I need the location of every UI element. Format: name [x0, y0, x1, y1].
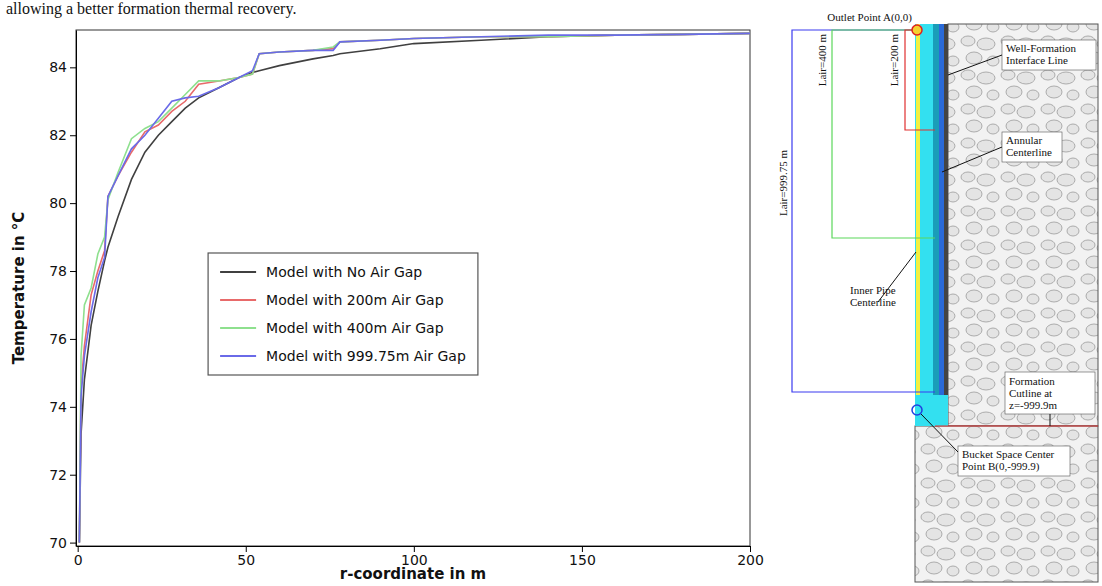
- x-axis-line: [77, 546, 751, 547]
- label-box: [1002, 132, 1062, 162]
- formation-bottom: [915, 426, 1098, 582]
- legend-label: Model with 200m Air Gap: [266, 292, 444, 308]
- y-tick: 72: [49, 467, 76, 483]
- label-box: [958, 446, 1070, 476]
- series-line: [79, 33, 750, 542]
- y-tick-mark: [70, 135, 76, 136]
- leader: [1050, 414, 1051, 426]
- leader: [921, 414, 958, 452]
- diagram-label: Lair=200 m: [888, 34, 900, 87]
- point-b: [912, 405, 922, 415]
- legend-swatch: [220, 355, 256, 357]
- y-tick: 76: [49, 331, 76, 347]
- y-tick-label: 84: [49, 59, 67, 75]
- series-line: [79, 33, 750, 542]
- y-tick: 80: [49, 195, 76, 211]
- y-tick-label: 70: [49, 535, 67, 551]
- plot-frame: [76, 30, 750, 546]
- air-gap-200: [905, 30, 935, 130]
- y-tick-mark: [70, 203, 76, 204]
- y-axis: 70 72 74 76 78 80 82 84: [49, 31, 76, 551]
- label-box: [1002, 40, 1096, 70]
- inner-pipe: [915, 24, 933, 426]
- lines: [79, 33, 750, 542]
- cutline: [935, 425, 1098, 426]
- y-tick-mark: [70, 67, 76, 68]
- x-tick: 150: [569, 546, 596, 568]
- y-tick-mark: [70, 271, 76, 272]
- series-line: [79, 33, 750, 542]
- x-tick-label: 150: [569, 552, 596, 568]
- legend-box: [208, 253, 478, 375]
- legend-swatch: [220, 327, 256, 329]
- air-gap-400: [832, 30, 935, 238]
- y-tick-mark: [70, 543, 76, 544]
- y-axis-title: Temperature in °C: [10, 212, 28, 365]
- x-tick: 0: [74, 546, 83, 568]
- y-tick: 78: [49, 263, 76, 279]
- y-tick-mark: [70, 407, 76, 408]
- air-gap-999: [792, 30, 935, 392]
- legend-swatch: [220, 299, 256, 301]
- label-box: [1005, 372, 1095, 414]
- diagram-label: Lair=999.75 m: [777, 150, 789, 217]
- y-tick: 82: [49, 127, 76, 143]
- y-tick-label: 76: [49, 331, 67, 347]
- y-tick-label: 74: [49, 399, 67, 415]
- x-tick-label: 200: [737, 552, 764, 568]
- series-line: [79, 33, 750, 542]
- legend-swatch: [220, 271, 256, 273]
- casing: [944, 24, 948, 426]
- y-tick-label: 78: [49, 263, 67, 279]
- diagram-label: FormationCutline atz=-999.9m: [1009, 375, 1057, 411]
- y-tick-label: 82: [49, 127, 67, 143]
- y-tick: 70: [49, 535, 76, 551]
- header-text: allowing a better formation thermal reco…: [6, 0, 296, 18]
- page: allowing a better formation thermal reco…: [0, 0, 1102, 586]
- diagram-label: Outlet Point A(0,0): [827, 11, 912, 24]
- x-tick-label: 0: [74, 552, 83, 568]
- y-tick: 74: [49, 399, 76, 415]
- diagram: Outlet Point A(0,0) Lair=200 m Lair=400 m L…: [777, 11, 1098, 582]
- y-tick-label: 72: [49, 467, 67, 483]
- leader: [878, 252, 916, 302]
- diagram-label: Lair=400 m: [816, 34, 828, 87]
- formation: [948, 24, 1098, 426]
- leader: [948, 55, 1002, 75]
- legend: Model with No Air Gap Model with 200m Air…: [208, 253, 478, 375]
- diagram-label: Bucket Space CenterPoint B(0,-999.9): [962, 448, 1055, 473]
- bucket-space: [915, 395, 948, 426]
- x-tick: 200: [737, 546, 764, 568]
- legend-label: Model with 400m Air Gap: [266, 320, 444, 336]
- pipe-wall: [933, 24, 939, 426]
- legend-label: Model with No Air Gap: [266, 264, 422, 280]
- y-tick-mark: [70, 475, 76, 476]
- y-tick-label: 80: [49, 195, 67, 211]
- legend-label: Model with 999.75m Air Gap: [266, 348, 466, 364]
- annulus: [939, 24, 944, 426]
- y-axis-line: [76, 31, 77, 547]
- x-tick: 50: [237, 546, 255, 568]
- leader: [942, 147, 1002, 172]
- y-tick-mark: [70, 339, 76, 340]
- x-tick-label: 50: [237, 552, 255, 568]
- diagram-label: AnnularCenterline: [1006, 134, 1052, 158]
- point-a: [912, 25, 922, 35]
- inner-pipe-centerline: [916, 24, 920, 419]
- x-axis-title: r-coordinate in m: [340, 565, 486, 583]
- y-tick: 84: [49, 59, 76, 75]
- diagram-label: Well-FormationInterface Line: [1006, 42, 1076, 66]
